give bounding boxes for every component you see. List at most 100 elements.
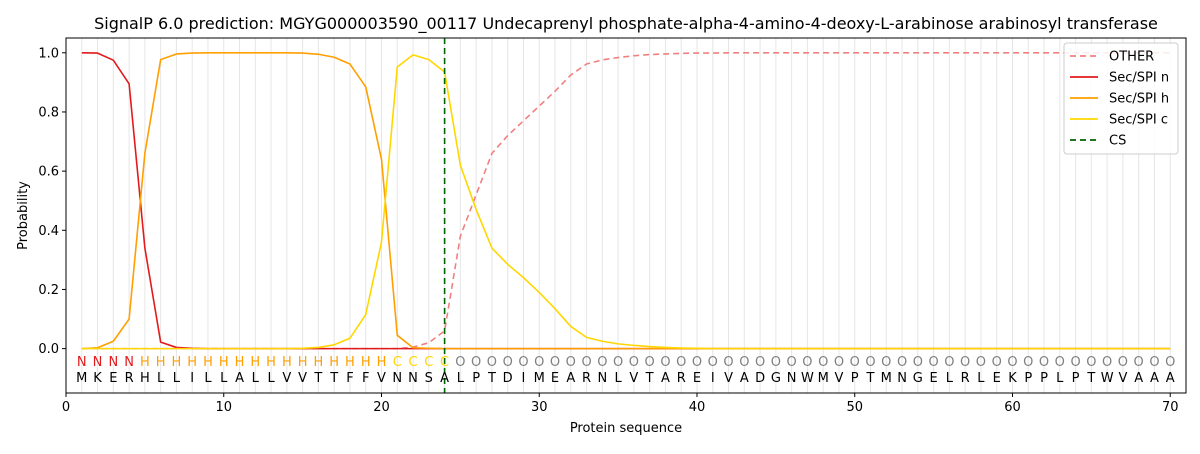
- residue-label: L: [157, 371, 165, 386]
- region-label: O: [708, 355, 718, 370]
- residue-label: G: [913, 371, 923, 386]
- x-tick-label: 40: [689, 400, 706, 415]
- residue-label: K: [93, 371, 102, 386]
- legend-label: Sec/SPI c: [1109, 113, 1168, 128]
- region-label: O: [802, 355, 812, 370]
- region-label: O: [581, 355, 591, 370]
- residue-label: H: [140, 371, 150, 386]
- residue-label: L: [204, 371, 212, 386]
- region-label: N: [124, 355, 134, 370]
- x-tick-label: 20: [373, 400, 390, 415]
- y-tick-label: 0.8: [38, 105, 59, 120]
- region-label: O: [850, 355, 860, 370]
- residue-label: R: [582, 371, 591, 386]
- region-label: O: [1134, 355, 1144, 370]
- x-tick-label: 30: [531, 400, 548, 415]
- region-label: N: [77, 355, 87, 370]
- region-label: C: [440, 355, 449, 370]
- residue-label: P: [472, 371, 480, 386]
- sequence-annotations: NMNKNENRHHHLHLHIHLHLHAHLHLHVHVHTHTHFHFHV…: [76, 355, 1175, 386]
- residue-label: T: [487, 371, 496, 386]
- region-label: O: [692, 355, 702, 370]
- residue-label: E: [551, 371, 559, 386]
- residue-label: D: [755, 371, 765, 386]
- region-label: O: [629, 355, 639, 370]
- series-lines: [81, 51, 1171, 350]
- y-axis-label: Probability: [16, 181, 31, 250]
- residue-label: A: [661, 371, 670, 386]
- residue-label: I: [711, 371, 715, 386]
- region-label: O: [471, 355, 481, 370]
- residue-label: N: [787, 371, 797, 386]
- region-label: H: [250, 355, 260, 370]
- residue-label: M: [534, 371, 545, 386]
- region-label: H: [203, 355, 213, 370]
- residue-label: E: [929, 371, 937, 386]
- region-label: O: [739, 355, 749, 370]
- residue-label: L: [614, 371, 622, 386]
- series-line-sec-spi-h: [81, 51, 1171, 350]
- region-label: H: [329, 355, 339, 370]
- series-line-other: [81, 51, 1171, 350]
- region-label: O: [787, 355, 797, 370]
- region-label: O: [944, 355, 954, 370]
- region-label: O: [676, 355, 686, 370]
- grid-lines: [81, 38, 1171, 393]
- residue-label: A: [740, 371, 749, 386]
- residue-label: L: [946, 371, 954, 386]
- residue-label: V: [835, 371, 844, 386]
- residue-label: N: [597, 371, 607, 386]
- region-label: H: [266, 355, 276, 370]
- residue-label: T: [866, 371, 875, 386]
- residue-label: A: [235, 371, 244, 386]
- region-label: N: [108, 355, 118, 370]
- residue-label: R: [677, 371, 686, 386]
- residue-label: A: [1150, 371, 1159, 386]
- region-label: O: [1007, 355, 1017, 370]
- x-tick-label: 70: [1162, 400, 1179, 415]
- region-label: O: [660, 355, 670, 370]
- legend-label: Sec/SPI n: [1109, 71, 1169, 86]
- region-label: O: [1023, 355, 1033, 370]
- residue-label: V: [298, 371, 307, 386]
- region-label: H: [235, 355, 245, 370]
- legend-label: Sec/SPI h: [1109, 92, 1169, 107]
- region-label: O: [834, 355, 844, 370]
- residue-label: A: [440, 371, 449, 386]
- residue-label: M: [881, 371, 892, 386]
- region-label: O: [960, 355, 970, 370]
- region-label: C: [393, 355, 402, 370]
- residue-label: F: [346, 371, 353, 386]
- region-label: O: [976, 355, 986, 370]
- region-label: H: [156, 355, 166, 370]
- residue-label: L: [977, 371, 985, 386]
- y-tick-label: 1.0: [38, 46, 59, 61]
- residue-label: E: [693, 371, 701, 386]
- y-tick-label: 0.6: [38, 165, 59, 180]
- region-label: O: [1070, 355, 1080, 370]
- axis-ticks: 0 10 20 30 40 50 60 70 0.0 0.2 0.4 0.6 0.8 1.0: [38, 46, 1178, 415]
- region-label: O: [771, 355, 781, 370]
- region-label: O: [818, 355, 828, 370]
- region-label: N: [93, 355, 103, 370]
- chart-title: SignalP 6.0 prediction: MGYG000003590_00…: [94, 14, 1158, 34]
- residue-label: S: [425, 371, 433, 386]
- series-line-sec-spi-c: [81, 54, 1171, 350]
- residue-label: F: [362, 371, 369, 386]
- region-label: O: [865, 355, 875, 370]
- x-tick-label: 50: [846, 400, 863, 415]
- residue-label: E: [109, 371, 117, 386]
- residue-label: V: [724, 371, 733, 386]
- region-label: H: [187, 355, 197, 370]
- residue-label: L: [457, 371, 465, 386]
- region-label: H: [314, 355, 324, 370]
- residue-label: T: [313, 371, 322, 386]
- residue-label: R: [961, 371, 970, 386]
- region-label: O: [550, 355, 560, 370]
- residue-label: M: [818, 371, 829, 386]
- residue-label: N: [392, 371, 402, 386]
- residue-label: M: [76, 371, 87, 386]
- legend-label: CS: [1109, 134, 1126, 149]
